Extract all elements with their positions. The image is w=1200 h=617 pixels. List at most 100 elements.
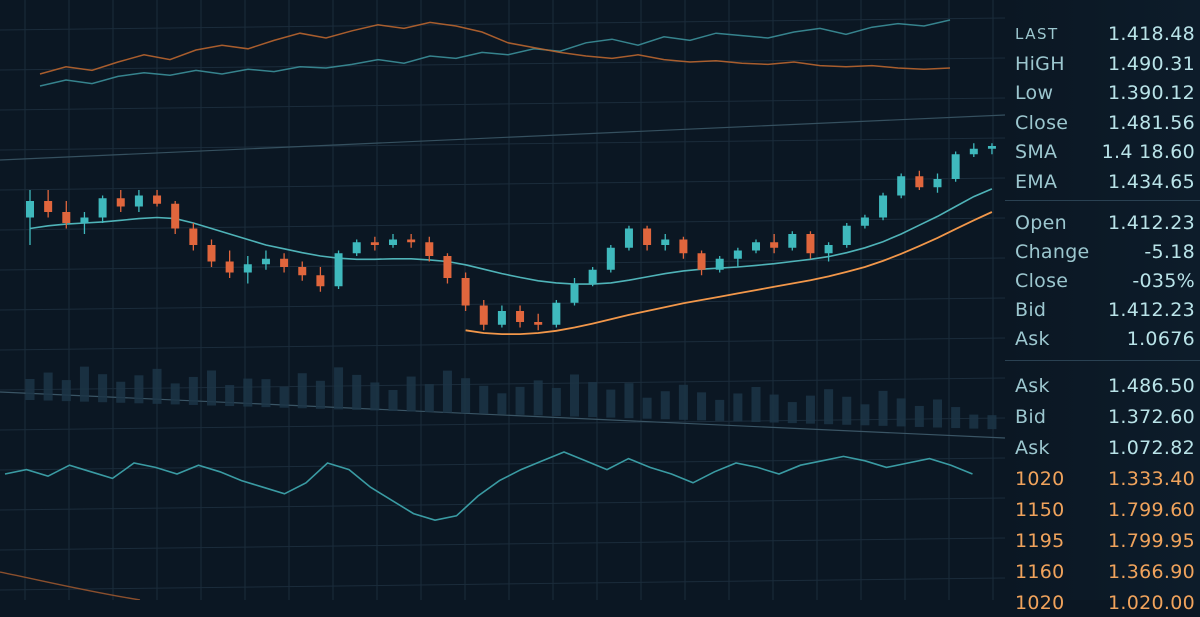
candle-body bbox=[334, 253, 343, 287]
quote-label: LAST bbox=[1015, 25, 1059, 43]
quote-label: Ask bbox=[1015, 437, 1050, 459]
quote-value: 1.020.00 bbox=[1107, 592, 1195, 614]
candlestick-series bbox=[26, 143, 996, 331]
candle-body bbox=[62, 212, 71, 223]
orange-indicator-line bbox=[39, 21, 951, 75]
chart-canvas[interactable] bbox=[0, 0, 1005, 600]
volume-bar bbox=[207, 370, 216, 406]
candle-body bbox=[715, 258, 724, 270]
section-divider bbox=[1005, 200, 1200, 201]
candle-body bbox=[752, 242, 760, 251]
quote-row: Ask 1.486.50 bbox=[1015, 372, 1195, 400]
candle-body bbox=[842, 225, 851, 245]
candle-body bbox=[969, 148, 978, 155]
grid-line bbox=[0, 337, 1005, 351]
quote-row: EMA 1.434.65 bbox=[1015, 168, 1195, 196]
candle-body bbox=[280, 258, 289, 267]
quote-row: Close -035% bbox=[1015, 267, 1195, 295]
candle-body bbox=[570, 283, 579, 303]
grid-line bbox=[0, 217, 1005, 231]
candle-body bbox=[80, 217, 89, 223]
volume-bar bbox=[824, 389, 834, 425]
candle-body bbox=[516, 311, 525, 322]
grid-line bbox=[0, 537, 1005, 551]
volume-bar bbox=[660, 391, 670, 420]
quote-label: Ask bbox=[1015, 375, 1050, 397]
grid-line bbox=[0, 17, 1005, 31]
quote-row: Close 1.481.56 bbox=[1015, 109, 1195, 137]
volume-bar bbox=[624, 383, 634, 419]
quote-value: 1.418.48 bbox=[1107, 23, 1195, 45]
volume-bar bbox=[497, 393, 507, 415]
volume-bar bbox=[769, 394, 779, 423]
volume-bar bbox=[697, 392, 707, 421]
volume-bar bbox=[860, 404, 870, 426]
quote-value: 1.372.60 bbox=[1107, 406, 1195, 428]
grid-line bbox=[0, 257, 1005, 271]
volume-bar bbox=[969, 414, 979, 429]
volume-bar bbox=[896, 398, 906, 427]
quote-row: Bid 1.412.23 bbox=[1015, 296, 1195, 324]
candle-body bbox=[987, 146, 996, 149]
candle-body bbox=[624, 228, 633, 248]
candle-body bbox=[370, 242, 379, 245]
upper-indicator-pane bbox=[39, 19, 951, 87]
volume-bar bbox=[878, 390, 888, 426]
pane-divider bbox=[0, 114, 1005, 161]
orange-oscillator-line bbox=[0, 571, 141, 600]
price-chart[interactable] bbox=[0, 0, 1005, 600]
quote-value: -5.18 bbox=[1144, 241, 1195, 263]
volume-bar bbox=[43, 372, 53, 401]
volume-bar bbox=[842, 396, 852, 425]
candle-body bbox=[879, 195, 888, 218]
quote-row: Open 1.412.23 bbox=[1015, 209, 1195, 237]
volume-bar bbox=[406, 376, 416, 412]
candle-body bbox=[643, 228, 652, 245]
quote-row: Bid 1.372.60 bbox=[1015, 403, 1195, 431]
volume-bar bbox=[787, 402, 797, 424]
volume-bar bbox=[479, 385, 489, 414]
volume-bar bbox=[515, 386, 525, 415]
volume-bar bbox=[25, 379, 35, 400]
candle-body bbox=[207, 245, 216, 262]
volume-bar bbox=[442, 370, 452, 413]
grid-line bbox=[0, 377, 1005, 391]
volume-bar bbox=[98, 374, 108, 403]
quote-value: 1.0676 bbox=[1126, 328, 1195, 350]
quote-label: HiGH bbox=[1015, 52, 1065, 75]
volume-bar bbox=[951, 407, 961, 429]
quote-value: 1.434.65 bbox=[1107, 170, 1195, 193]
quote-row: LAST 1.418.48 bbox=[1015, 20, 1195, 48]
volume-bar bbox=[243, 378, 253, 407]
section-divider bbox=[1005, 360, 1200, 361]
candle-body bbox=[153, 195, 162, 204]
quote-label: 1020 bbox=[1015, 592, 1065, 614]
quote-value: 1.412.23 bbox=[1107, 299, 1195, 321]
volume-bar bbox=[134, 375, 144, 404]
grid-line bbox=[0, 97, 1005, 111]
quote-label: Close bbox=[1015, 270, 1069, 292]
volume-bar bbox=[261, 379, 271, 408]
quote-value: 1.4 18.60 bbox=[1101, 141, 1195, 163]
candle-body bbox=[479, 305, 488, 325]
moving-average-lines bbox=[29, 188, 993, 335]
quote-value: 1.486.50 bbox=[1107, 375, 1195, 397]
quote-label: 1195 bbox=[1015, 530, 1065, 552]
volume-bar bbox=[152, 368, 162, 404]
candle-body bbox=[915, 176, 924, 188]
quote-label: Open bbox=[1015, 212, 1067, 234]
candle-body bbox=[389, 239, 397, 245]
candle-body bbox=[588, 269, 597, 284]
lower-oscillator-pane bbox=[0, 451, 973, 600]
quote-row: 1020 1.333.40 bbox=[1015, 465, 1195, 493]
volume-bar bbox=[388, 390, 398, 411]
quote-value: 1.366.90 bbox=[1107, 561, 1195, 583]
grid-line bbox=[0, 457, 1005, 471]
candle-body bbox=[425, 242, 434, 256]
sma-line bbox=[29, 188, 993, 285]
volume-bar bbox=[170, 383, 180, 405]
quote-label: 1160 bbox=[1015, 561, 1065, 583]
candle-body bbox=[98, 198, 107, 218]
candle-body bbox=[243, 264, 252, 273]
candle-body bbox=[697, 253, 706, 270]
